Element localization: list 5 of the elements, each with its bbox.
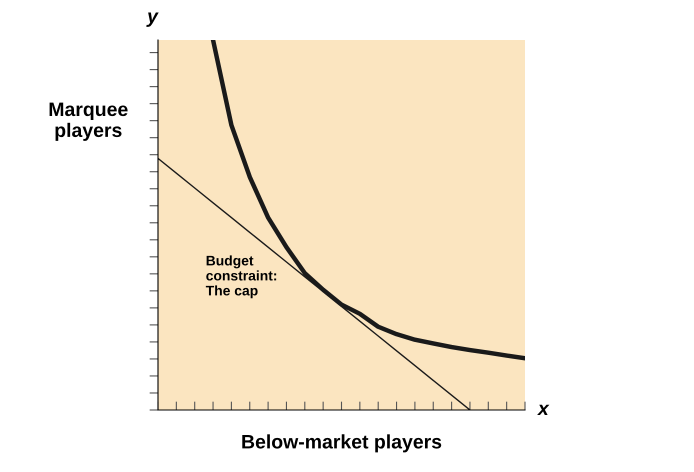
- text: x: [537, 404, 550, 416]
- x-axis-title: Below-market players: [242, 434, 442, 452]
- annotation: Budget constraint: The cap: [206, 255, 276, 298]
- text: y: [146, 12, 159, 27]
- y-axis-title: Marquee players: [50, 102, 128, 141]
